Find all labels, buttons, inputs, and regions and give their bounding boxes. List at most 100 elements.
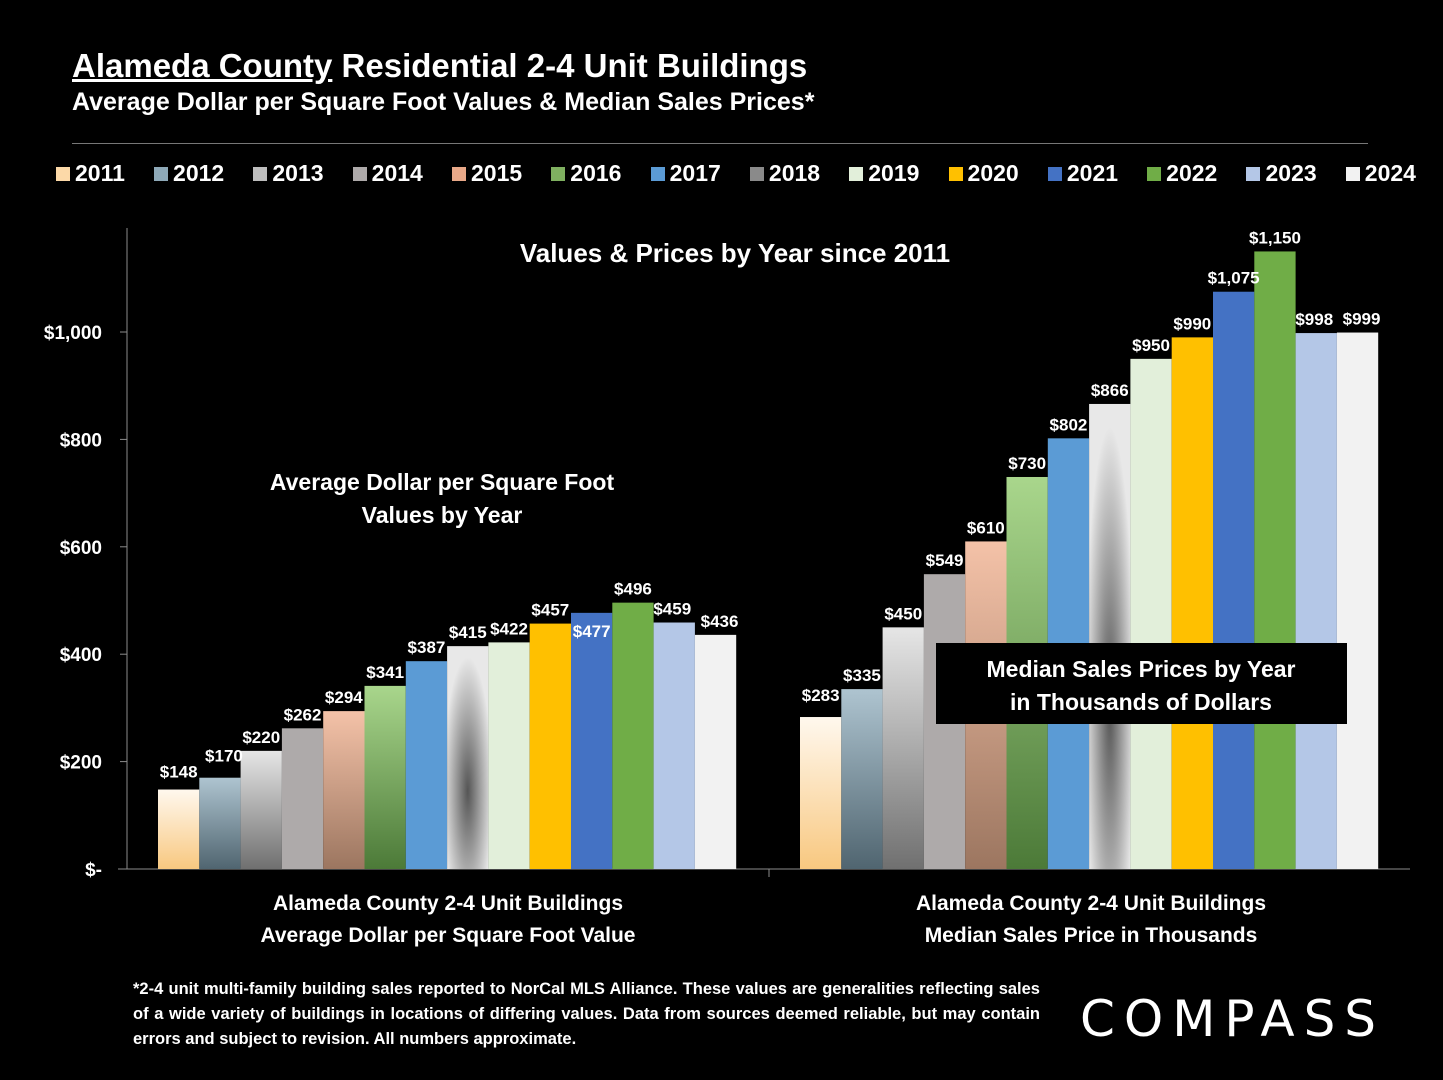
legend-label: 2011 <box>75 160 125 186</box>
legend-item-2013: 2013 <box>253 160 324 187</box>
bar-psf-2018 <box>447 646 489 869</box>
legend-item-2016: 2016 <box>551 160 621 187</box>
title-county: Alameda County <box>72 47 333 84</box>
legend-item-2020: 2020 <box>948 160 1019 187</box>
legend-item-2022: 2022 <box>1147 160 1217 187</box>
value-label: $549 <box>926 551 964 570</box>
value-label: $730 <box>1008 454 1046 473</box>
value-label: $1,075 <box>1208 269 1260 288</box>
bar-psf-2013 <box>240 750 282 869</box>
legend-swatch <box>1345 166 1360 181</box>
category-label-price-line2: Median Sales Price in Thousands <box>925 924 1258 947</box>
legend-item-2014: 2014 <box>352 160 423 187</box>
legend-label: 2018 <box>768 160 821 186</box>
value-label: $220 <box>242 728 280 747</box>
legend-label: 2013 <box>272 160 324 186</box>
bar-price-2024 <box>1336 332 1379 869</box>
value-label: $1,150 <box>1249 228 1301 247</box>
footnote: *2-4 unit multi-family building sales re… <box>133 980 1040 1048</box>
bar-psf-2015 <box>323 711 365 869</box>
title-rest: Residential 2-4 Unit Buildings <box>332 47 808 84</box>
legend-item-2017: 2017 <box>650 160 721 187</box>
bar-psf-2014 <box>281 728 324 869</box>
legend-swatch <box>1047 166 1062 181</box>
legend-label: 2023 <box>1265 160 1317 186</box>
value-label: $950 <box>1132 336 1170 355</box>
annotation-price-line2: in Thousands of Dollars <box>1010 689 1272 715</box>
title-divider <box>72 143 1368 144</box>
value-label: $990 <box>1173 314 1211 333</box>
bar-psf-2012 <box>199 777 241 869</box>
legend-item-2019: 2019 <box>849 160 919 187</box>
legend-swatch <box>154 166 169 181</box>
legend-label: 2024 <box>1364 160 1416 186</box>
legend-label: 2022 <box>1166 160 1218 186</box>
legend-swatch <box>749 166 764 181</box>
bar-price-2018 <box>1089 403 1131 869</box>
bar-price-2023 <box>1295 333 1337 870</box>
legend-label: 2016 <box>570 160 622 186</box>
value-label: $802 <box>1050 415 1088 434</box>
annotation-psf-line2: Values by Year <box>362 502 523 528</box>
value-label: $436 <box>701 612 739 631</box>
legend-item-2021: 2021 <box>1047 160 1119 187</box>
bar-price-2019 <box>1130 358 1172 869</box>
bar-psf-2017 <box>405 661 448 869</box>
value-label: $422 <box>490 619 528 638</box>
legend-swatch <box>948 166 963 181</box>
value-label: $283 <box>802 686 840 705</box>
legend-label: 2015 <box>470 160 523 186</box>
legend-swatch <box>849 166 864 181</box>
chart-title: Values & Prices by Year since 2011 <box>520 238 950 268</box>
value-label: $335 <box>843 666 881 685</box>
value-label: $450 <box>884 604 922 623</box>
value-label: $998 <box>1295 310 1333 329</box>
annotation-price-box <box>936 643 1347 724</box>
bar-price-2020 <box>1171 337 1213 869</box>
legend-label: 2021 <box>1066 160 1119 186</box>
bar-psf-2020 <box>529 623 571 869</box>
legend-item-2023: 2023 <box>1246 160 1317 187</box>
legend-swatch <box>56 166 70 181</box>
category-label-psf-line2: Average Dollar per Square Foot Value <box>260 924 635 947</box>
value-label: $341 <box>366 663 404 682</box>
category-label-price-line1: Alameda County 2-4 Unit Buildings <box>916 892 1266 915</box>
value-label: $294 <box>325 688 363 707</box>
page-subtitle: Average Dollar per Square Foot Values & … <box>72 88 815 116</box>
legend-swatch <box>1246 166 1261 181</box>
legend-swatch <box>451 166 466 181</box>
legend-swatch <box>352 166 367 181</box>
legend-swatch <box>1147 166 1162 181</box>
legend-swatch <box>650 166 665 181</box>
value-label: $170 <box>205 747 243 766</box>
bar-psf-2022 <box>612 602 654 869</box>
value-label: $262 <box>284 705 322 724</box>
value-label: $999 <box>1343 310 1381 329</box>
legend-label: 2019 <box>868 160 920 186</box>
title-block: Alameda County Residential 2-4 Unit Buil… <box>72 46 814 118</box>
legend-swatch <box>551 166 566 181</box>
value-label: $866 <box>1091 381 1129 400</box>
y-tick-label: $400 <box>60 645 102 666</box>
value-label: $610 <box>967 518 1005 537</box>
category-label-psf-line1: Alameda County 2-4 Unit Buildings <box>273 892 623 915</box>
value-label: $477 <box>573 622 611 641</box>
value-label: $387 <box>408 638 446 657</box>
legend-item-2015: 2015 <box>451 160 523 187</box>
legend-label: 2012 <box>173 160 225 186</box>
value-label: $496 <box>614 580 652 599</box>
legend-item-2011: 2011 <box>56 160 125 187</box>
bar-psf-2016 <box>364 685 406 869</box>
legend-item-2018: 2018 <box>749 160 821 187</box>
bar-price-2013 <box>882 627 924 869</box>
bar-psf-2011 <box>158 789 200 869</box>
value-label: $415 <box>449 623 487 642</box>
annotation-price-line1: Median Sales Prices by Year <box>987 656 1296 682</box>
y-tick-label: $800 <box>60 430 102 451</box>
y-tick-label: $600 <box>60 538 102 559</box>
y-tick-label: $- <box>85 860 102 881</box>
legend-item-2024: 2024 <box>1345 160 1416 187</box>
bar-psf-2019 <box>488 642 530 869</box>
legend-item-2012: 2012 <box>154 160 224 187</box>
